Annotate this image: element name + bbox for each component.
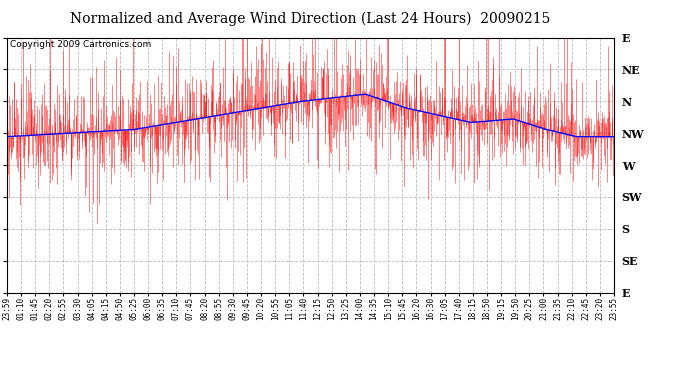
Text: Normalized and Average Wind Direction (Last 24 Hours)  20090215: Normalized and Average Wind Direction (L… — [70, 11, 551, 26]
Text: Copyright 2009 Cartronics.com: Copyright 2009 Cartronics.com — [10, 40, 151, 49]
